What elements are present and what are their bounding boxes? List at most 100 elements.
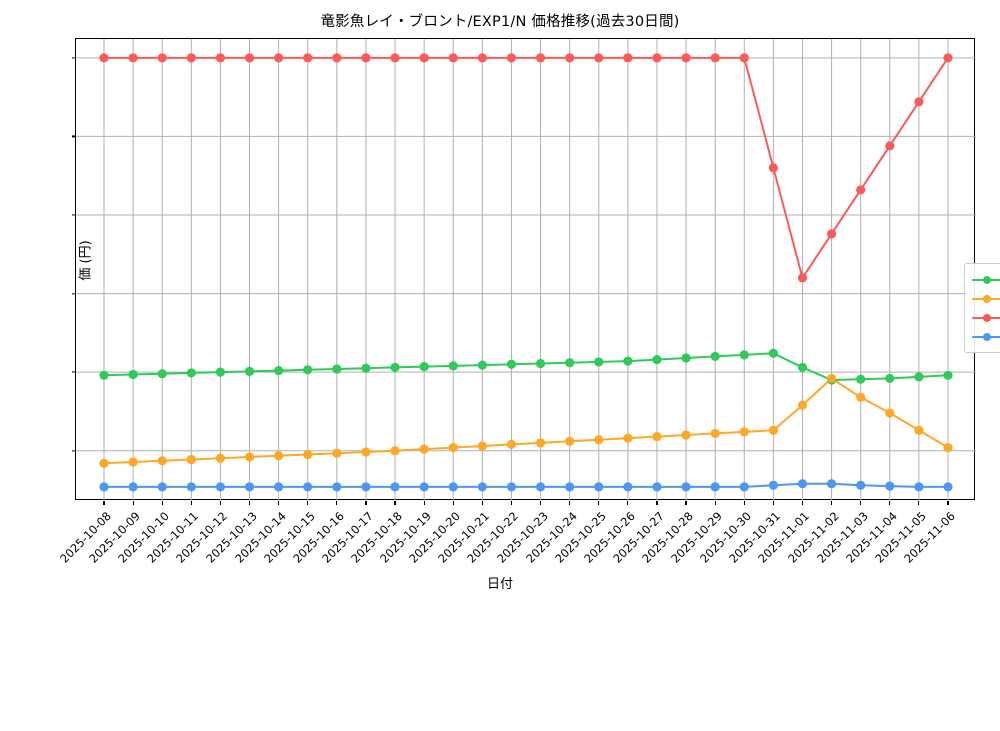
data-point — [303, 482, 313, 492]
data-point — [157, 369, 167, 379]
data-point — [332, 364, 342, 374]
data-point — [244, 452, 255, 462]
y-tick-mark — [72, 292, 76, 295]
x-tick-mark — [394, 501, 396, 505]
x-tick-mark — [132, 501, 134, 505]
data-point — [914, 97, 924, 107]
data-point — [477, 53, 487, 63]
data-point — [361, 482, 371, 492]
legend-swatch-icon — [972, 292, 1000, 306]
x-tick-mark — [889, 501, 891, 505]
data-point — [565, 53, 575, 63]
data-point — [535, 438, 546, 448]
x-tick-mark — [656, 501, 658, 505]
x-tick-mark — [278, 501, 280, 505]
data-point — [768, 425, 778, 435]
data-point — [885, 481, 895, 491]
series-line-1 — [103, 352, 949, 381]
plot-area: 50100150200250300 価 (円) 2025-10-082025-1… — [57, 38, 1000, 566]
x-tick-label: 2025-10-11 — [0, 509, 201, 721]
x-tick-mark — [481, 501, 483, 505]
data-point — [99, 53, 109, 63]
data-point — [361, 447, 371, 457]
data-point — [448, 442, 458, 453]
data-point — [128, 369, 138, 380]
chart-legend: 平均値中央値最高値最安値 — [964, 263, 1000, 353]
data-point — [390, 446, 400, 456]
data-point — [274, 451, 284, 461]
data-point — [856, 374, 866, 384]
data-point — [652, 354, 662, 365]
data-point — [303, 449, 313, 460]
x-tick-mark — [307, 501, 309, 505]
legend-swatch-icon — [972, 311, 1000, 325]
data-point — [448, 53, 458, 63]
data-point — [506, 482, 517, 492]
data-point — [797, 400, 808, 410]
data-point — [623, 433, 633, 443]
data-point — [739, 350, 749, 360]
x-tick-mark — [772, 501, 774, 505]
legend-item-1[interactable]: 平均値 — [972, 270, 1000, 289]
data-point — [186, 454, 196, 465]
data-point — [652, 431, 662, 442]
data-point — [332, 53, 342, 63]
data-point — [157, 456, 167, 466]
data-point — [390, 53, 400, 63]
legend-item-3[interactable]: 最高値 — [972, 308, 1000, 327]
data-point — [99, 458, 109, 468]
data-point — [594, 357, 604, 367]
plot-canvas — [76, 39, 976, 501]
data-point — [652, 482, 662, 492]
data-point — [477, 482, 487, 492]
x-tick-mark — [801, 501, 804, 505]
data-point — [215, 367, 226, 377]
data-point — [943, 53, 953, 63]
chart-title: 竜影魚レイ・ブロント/EXP1/N 価格推移(過去30日間) — [320, 14, 680, 30]
data-point — [128, 53, 138, 63]
series-lines — [103, 56, 949, 488]
data-point — [768, 348, 778, 358]
data-point — [681, 53, 691, 63]
data-point — [885, 373, 895, 384]
legend-item-4[interactable]: 最安値 — [972, 327, 1000, 346]
data-point — [565, 358, 575, 368]
y-axis-label: 価 (円) — [78, 240, 94, 281]
data-point — [768, 163, 778, 173]
x-tick-mark — [539, 501, 542, 505]
data-point — [826, 229, 837, 239]
data-point — [681, 353, 691, 363]
data-point — [856, 185, 866, 195]
data-point — [186, 482, 196, 492]
data-point — [681, 430, 691, 440]
data-point — [390, 482, 400, 492]
x-tick-mark — [336, 501, 338, 505]
data-point — [623, 482, 633, 492]
x-tick-mark — [685, 501, 687, 505]
data-point — [885, 408, 895, 418]
data-point — [157, 53, 167, 63]
x-axis-label: 日付 — [486, 577, 513, 592]
data-point — [303, 365, 313, 375]
x-tick-mark — [423, 501, 425, 505]
data-point — [885, 141, 895, 151]
legend-swatch-icon — [972, 330, 1000, 344]
data-point — [448, 482, 458, 492]
data-point — [332, 448, 342, 458]
data-point — [215, 482, 226, 492]
x-tick-mark — [830, 501, 833, 505]
data-point — [739, 53, 749, 63]
y-tick-mark — [72, 57, 76, 59]
data-point — [506, 359, 517, 369]
data-point — [535, 358, 546, 369]
data-point — [914, 482, 924, 492]
x-tick-label: 2025-10-08 — [0, 509, 114, 721]
data-point — [419, 482, 429, 492]
data-point — [215, 53, 226, 63]
legend-item-2[interactable]: 中央値 — [972, 289, 1000, 308]
data-point — [914, 372, 924, 382]
x-tick-mark — [103, 501, 105, 505]
data-point — [710, 351, 720, 362]
data-point — [99, 370, 109, 380]
data-point — [681, 482, 691, 492]
